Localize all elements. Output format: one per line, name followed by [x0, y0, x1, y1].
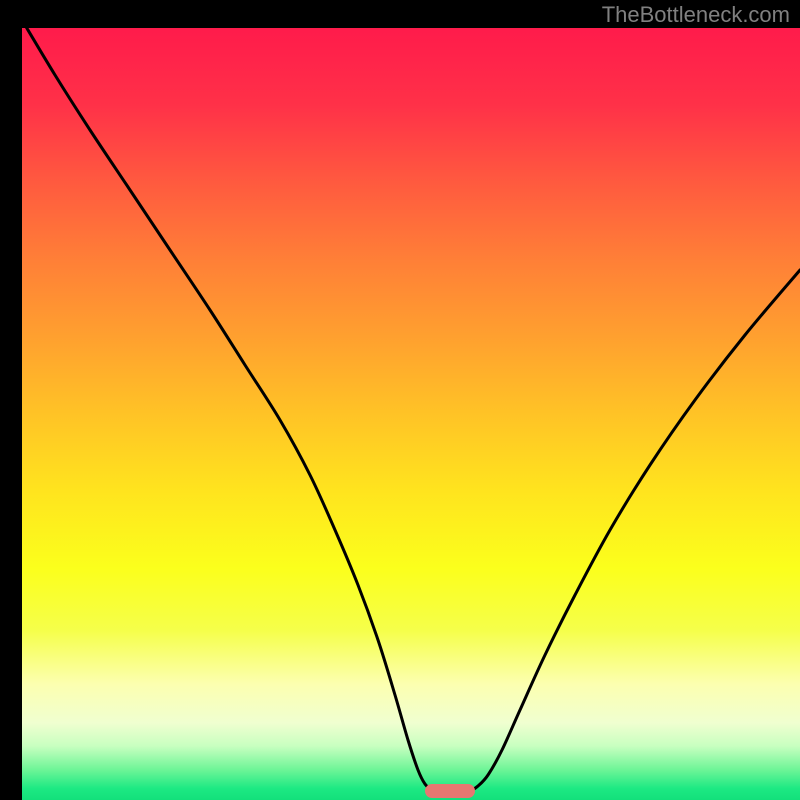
watermark-text: TheBottleneck.com: [602, 2, 790, 27]
optimal-marker: [425, 784, 475, 798]
bottleneck-chart: TheBottleneck.com: [0, 0, 800, 800]
